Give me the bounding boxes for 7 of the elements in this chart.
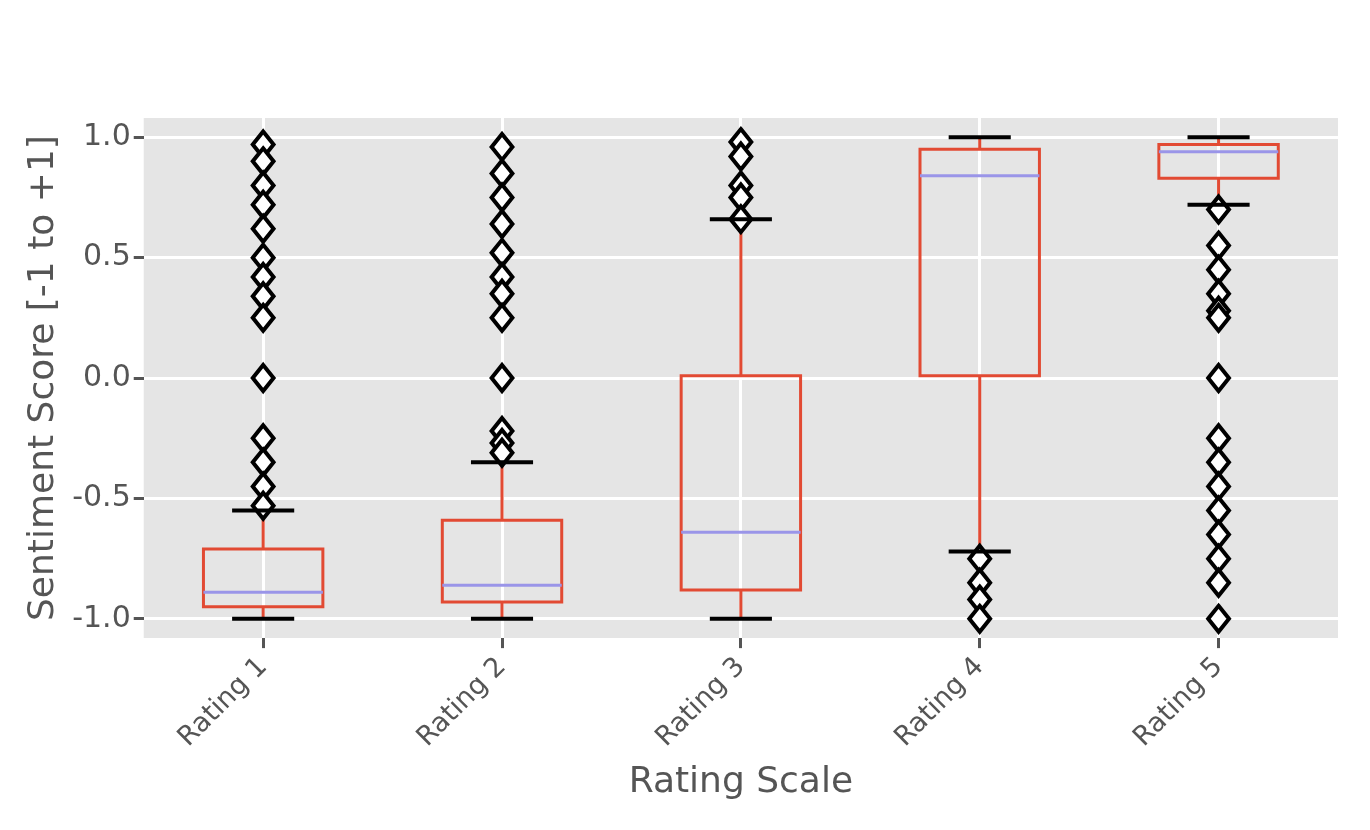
x-axis-title: Rating Scale xyxy=(628,758,854,800)
y-tick-label: 0.5 xyxy=(83,237,131,273)
y-tick-label: -1.0 xyxy=(72,598,131,634)
y-tick-label: -0.5 xyxy=(72,478,131,514)
y-axis-title: Sentiment Score [-1 to +1] xyxy=(19,135,61,622)
y-tick-label: 1.0 xyxy=(83,117,131,153)
y-tick-label: 0.0 xyxy=(83,357,131,393)
